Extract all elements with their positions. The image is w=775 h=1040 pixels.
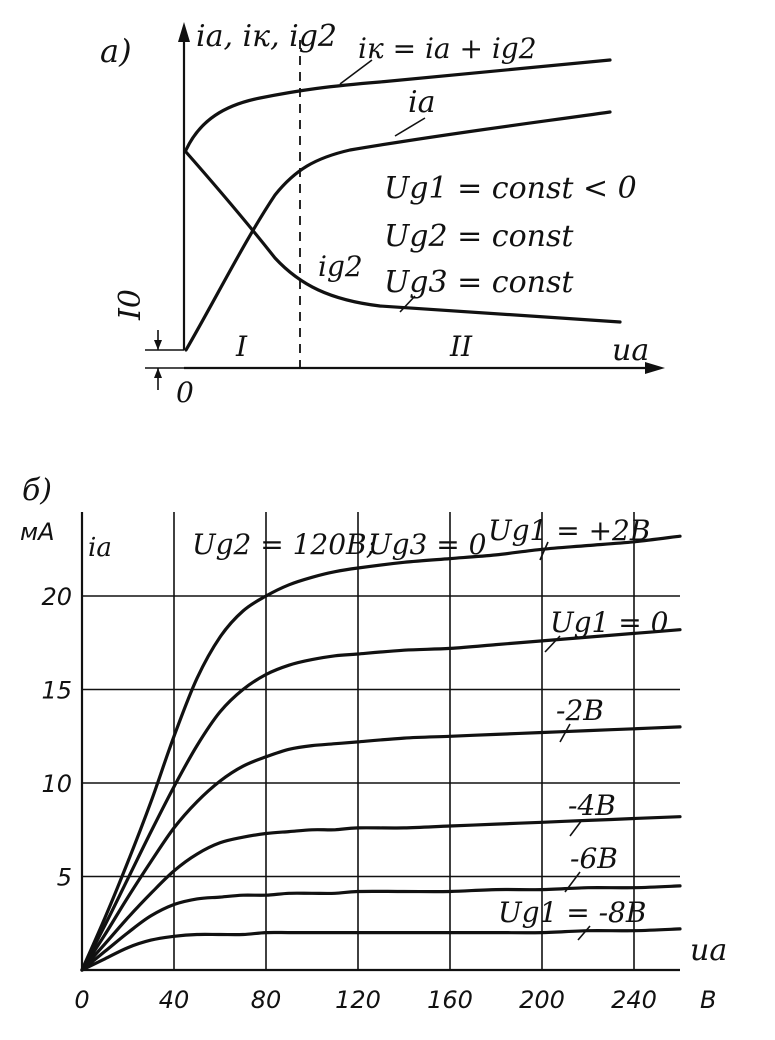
panel-a-y-label: iа, iк, ig2 <box>196 19 337 54</box>
panel-a: а) iа, iк, ig2 uа 0 I0 I II iк = iа + ig… <box>100 19 665 409</box>
panel-a-x-arrow-icon <box>645 362 665 374</box>
panel-b-series-leader-3 <box>569 819 583 837</box>
panel-b-series-leader-1 <box>544 635 561 653</box>
panel-a-origin-label: 0 <box>176 376 194 409</box>
panel-b-series-leader-5 <box>577 925 591 941</box>
panel-b-series-line-0 <box>80 534 682 972</box>
panel-a-condition-3: Ug3 = const <box>384 265 574 300</box>
panel-b-y-tick-label: 15 <box>41 677 72 705</box>
panel-a-curve-ia <box>184 110 612 352</box>
panel-b-series-line-3 <box>80 815 682 972</box>
panel-b-header-param-2: Ug3 = 0 <box>368 528 486 561</box>
panel-b-label: б) <box>22 473 52 508</box>
panel-a-label: а) <box>100 32 132 70</box>
panel-a-i0-arrow-down-icon <box>154 340 162 350</box>
panel-b-series-leader-0 <box>539 541 549 561</box>
panel-b-series-line-2 <box>80 725 682 972</box>
panel-b-x-tick-label: 240 <box>611 986 657 1014</box>
panel-b-series-label-1: Ug1 = 0 <box>550 606 668 639</box>
panel-b-x-tick-label: 80 <box>251 986 282 1014</box>
panel-b-y-tick-label: 10 <box>41 770 72 798</box>
panel-a-y-arrow-icon <box>178 22 190 42</box>
panel-b-series-line-4 <box>80 884 682 972</box>
panel-b-x-tick-label: 0 <box>74 986 89 1014</box>
panel-a-leader-conditions <box>399 295 416 313</box>
panel-b-header-param-1: Ug2 = 120В; <box>192 528 376 561</box>
panel-b-series-label-4: -6В <box>570 842 618 875</box>
panel-b-series-leader-4 <box>564 871 581 893</box>
panel-a-series-label-ik: iк = iа + ig2 <box>358 32 537 65</box>
panel-a-region-label-2: II <box>449 330 473 363</box>
panel-b-x-unit: В <box>700 986 716 1014</box>
panel-a-series-label-ia: iа <box>408 85 435 120</box>
panel-a-x-label: uа <box>612 333 649 368</box>
panel-a-condition-2: Ug2 = const <box>384 219 574 254</box>
panel-b-series-label-3: -4В <box>568 789 616 822</box>
panel-b-series-label-5: Ug1 = -8В <box>498 896 646 929</box>
panel-a-i0-label: I0 <box>113 289 148 321</box>
panel-b-series-label-0: Ug1 = +2В <box>488 514 650 547</box>
panel-a-curve-ik <box>184 58 612 152</box>
panel-b-series-leader-2 <box>559 723 571 743</box>
panel-b-x-tick-label: 40 <box>159 986 190 1014</box>
panel-b-x-tick-label: 200 <box>519 986 565 1014</box>
panel-a-condition-1: Ug1 = const < 0 <box>384 171 637 206</box>
panel-b-y-label: iа <box>88 533 112 563</box>
panel-a-series-label-ig2: ig2 <box>318 250 363 283</box>
panel-b-series-labels: Ug1 = +2В Ug1 = 0 -2В -4В -6В Ug1 = -8В <box>488 514 668 941</box>
panel-a-i0-arrow-up-icon <box>154 368 162 378</box>
panel-b-x-label: uа <box>690 933 727 968</box>
panel-b-grid <box>80 512 680 972</box>
panel-b-ticks: 0 40 80 120 160 200 240 5 10 15 20 <box>41 583 656 1014</box>
panel-b-series-line-1 <box>80 628 682 972</box>
panel-b-series-label-2: -2В <box>556 694 604 727</box>
panel-a-curve-ig2 <box>184 150 622 324</box>
panel-b-y-tick-label: 5 <box>57 864 72 892</box>
panel-b-x-tick-label: 120 <box>335 986 381 1014</box>
panel-b-y-tick-label: 20 <box>41 583 72 611</box>
panel-b-series-line-5 <box>80 927 682 972</box>
panel-a-region-label-1: I <box>235 330 248 363</box>
panel-b: б) мА iа Ug2 = 120В; Ug3 = 0 0 40 80 120 160… <box>20 473 727 1014</box>
panel-b-y-unit: мА <box>20 518 55 546</box>
panel-a-leader-ik <box>339 59 373 85</box>
panel-a-leader-ia <box>394 117 426 137</box>
panel-b-curves <box>80 534 682 972</box>
panel-b-x-tick-label: 160 <box>427 986 473 1014</box>
